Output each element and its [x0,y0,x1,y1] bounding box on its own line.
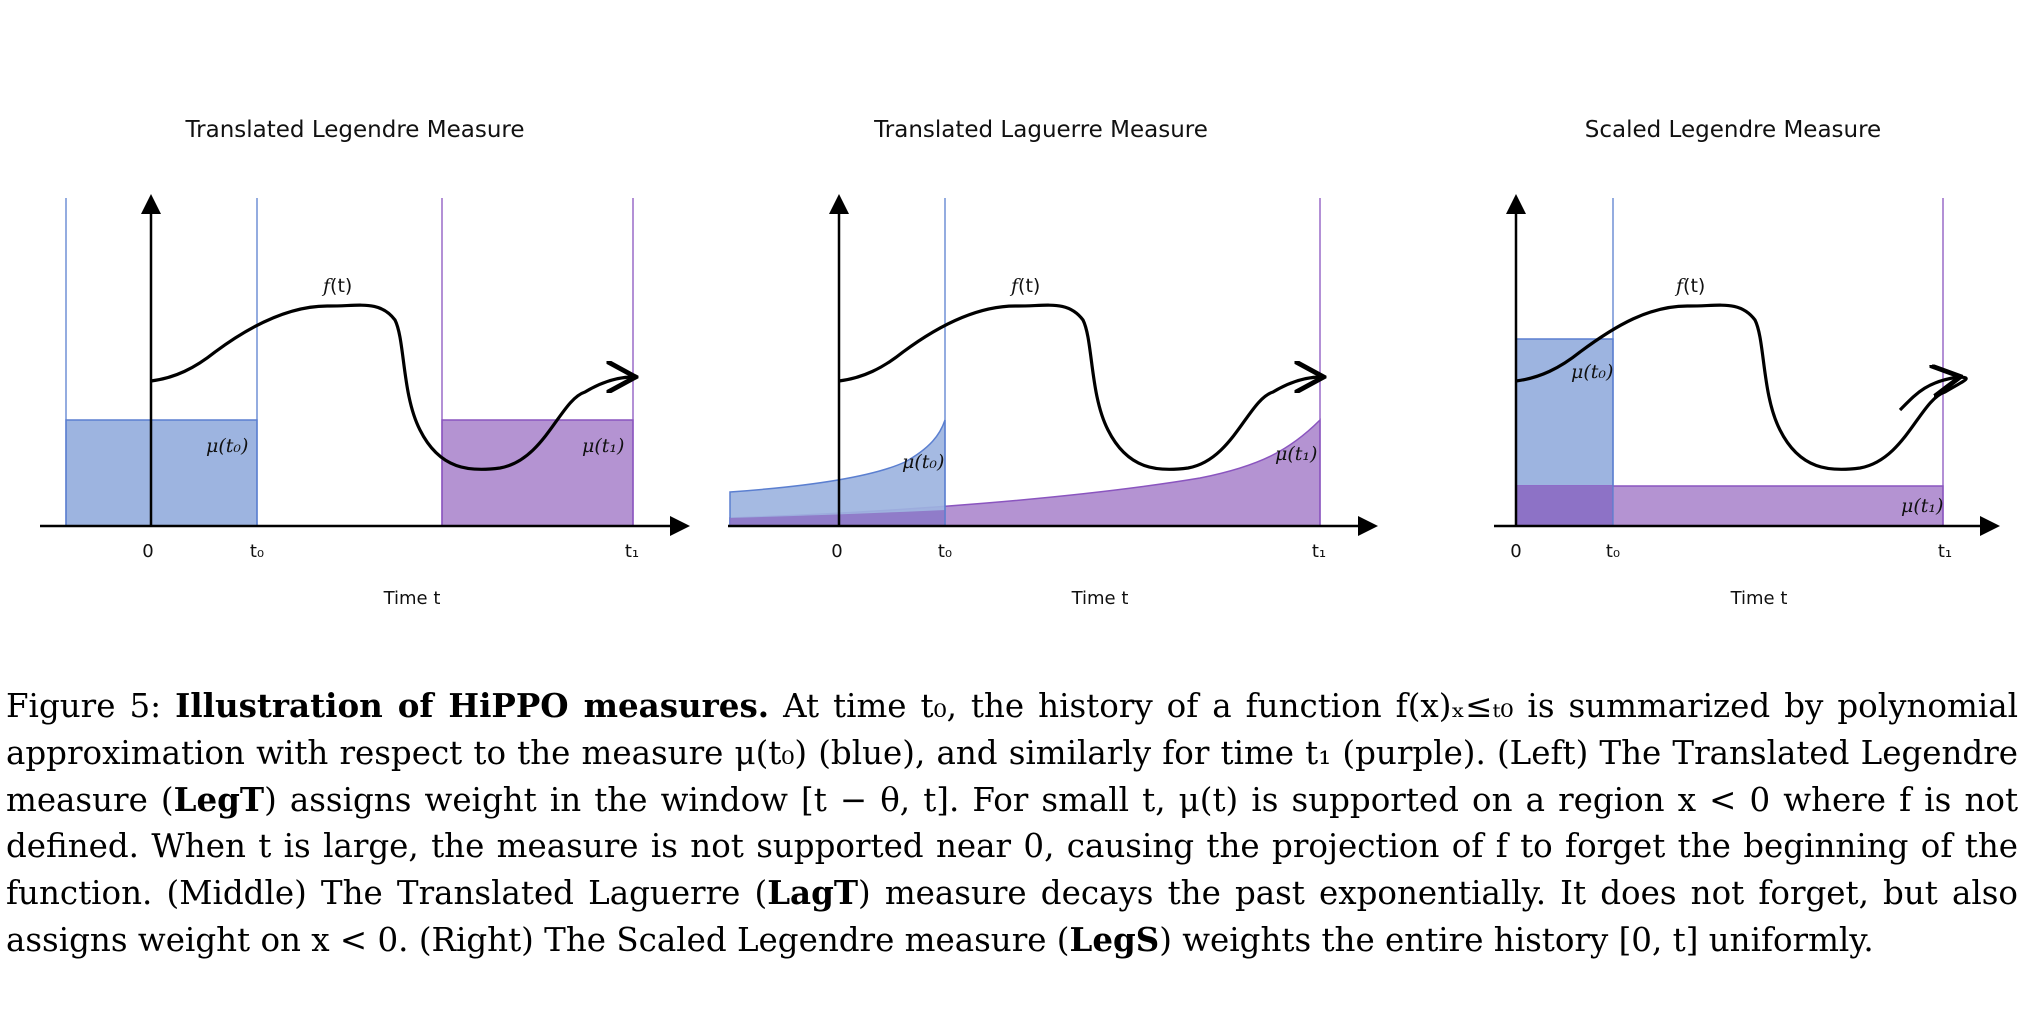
mu-t1-window [441,419,634,527]
caption-legs-text: ) weights the entire history [0, t] unif… [1159,920,1874,959]
tick-t0: t₀ [1606,541,1620,562]
mu-t0-decay [729,419,946,527]
tick-t1: t₁ [1938,541,1952,562]
caption-lagt-text: ) measure decays the past exponentially.… [6,874,2019,959]
function-curve-tail [1898,377,1958,412]
mu-t1-label: μ(t₁) [582,435,624,457]
function-curve [1515,303,1968,471]
x-axis-label: Time t [1730,588,1788,609]
function-curve [150,303,633,471]
mu-overlap [1516,486,1613,526]
panel-title: Scaled Legendre Measure [1585,117,1881,143]
panel-legs: Scaled Legendre Measure f(t) μ(t₀) μ(t₁)… [1494,117,2000,609]
f-label: f(t) [1009,275,1040,297]
panel-title: Translated Legendre Measure [185,117,525,143]
tick-t0: t₀ [250,541,264,562]
caption-legt: LegT [173,779,265,819]
f-label: f(t) [1674,275,1705,297]
x-axis-label: Time t [1071,588,1129,609]
tick-t0: t₀ [938,541,952,562]
tick-t1: t₁ [625,541,639,562]
tick-zero: 0 [831,541,842,562]
caption-heading: Illustration of HiPPO measures. [175,686,770,725]
function-curve [838,303,1321,471]
mu-t0-label: μ(t₀) [206,435,248,457]
hippo-measures-figure: Translated Legendre Measure f(t) μ(t₀) μ… [40,117,2000,609]
panel-legt: Translated Legendre Measure f(t) μ(t₀) μ… [40,117,690,609]
mu-t0-window [65,419,258,527]
mu-t0-label: μ(t₀) [1571,361,1613,383]
figure-label: Figure 5: [6,687,162,725]
x-axis-label: Time t [383,588,441,609]
mu-t1-label: μ(t₁) [1901,495,1943,517]
panel-lagt: Translated Laguerre Measure f(t) μ(t₀) μ… [728,117,1378,609]
caption-sentence-1: At time t₀, the history of a function f(… [6,687,2018,772]
tick-t1: t₁ [1312,541,1326,562]
mu-overlap [730,510,945,526]
caption-legs: LegS [1069,919,1160,959]
mu-t1-label: μ(t₁) [1275,443,1317,465]
f-label: f(t) [321,275,352,297]
mu-t0-label: μ(t₀) [902,451,944,473]
tick-zero: 0 [142,541,153,562]
panel-title: Translated Laguerre Measure [873,117,1208,143]
caption-legt-intro: (Left) The Translated Legendre measure ( [6,733,2018,819]
caption-lagt: LagT [767,873,859,913]
tick-zero: 0 [1510,541,1521,562]
caption-legt-text: ) assigns weight in the window [t − θ, t… [6,780,2018,913]
figure-caption: Figure 5: Illustration of HiPPO measures… [6,683,2018,964]
